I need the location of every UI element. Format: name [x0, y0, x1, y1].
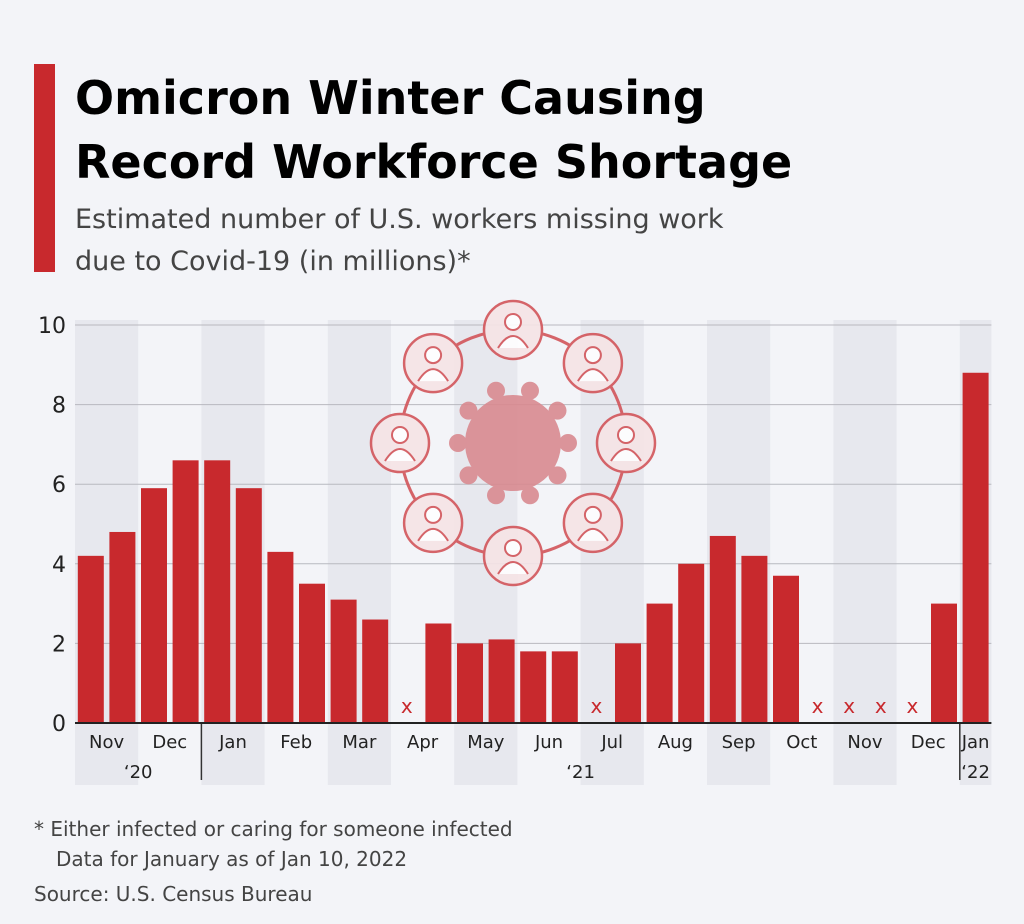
chart-subtitle: due to Covid-19 (in millions)* [75, 246, 471, 277]
x-tick-label: Sep [722, 732, 756, 753]
bar [425, 623, 452, 723]
x-tick-label: Jan [218, 732, 247, 753]
missing-marker: x [906, 694, 918, 718]
footnote: * Either infected or caring for someone … [34, 817, 513, 841]
x-tick-label: Apr [407, 732, 439, 753]
y-tick-label: 8 [52, 394, 66, 419]
person-body [577, 527, 609, 542]
x-tick-label: Nov [89, 732, 124, 753]
virus [465, 395, 561, 491]
person-head [504, 313, 522, 331]
month-band [833, 320, 897, 785]
bar [646, 603, 673, 723]
bar [741, 555, 768, 723]
person-body [577, 368, 609, 382]
missing-marker: x [843, 694, 855, 718]
missing-marker: x [590, 694, 602, 718]
x-tick-label: May [467, 732, 505, 753]
bar [457, 643, 483, 723]
year-label: ‘22 [961, 762, 990, 783]
x-tick-label: Feb [280, 732, 312, 753]
person-head [391, 426, 409, 444]
title-accent [34, 64, 55, 272]
person-body [610, 448, 642, 462]
bar [235, 488, 262, 723]
x-tick-label: Aug [658, 732, 693, 753]
virus-spike [459, 401, 478, 420]
bar [141, 488, 167, 723]
bar [551, 651, 578, 723]
x-tick-label: Nov [847, 732, 882, 753]
x-tick-label: Mar [342, 732, 377, 753]
virus-spike [520, 486, 539, 505]
bar [362, 619, 389, 723]
source: Source: U.S. Census Bureau [34, 882, 312, 906]
plot: Nov Dec Jan Feb Mar Apr May Jun Jul Aug Sep Oct Nov D… [38, 314, 992, 783]
x-tick-label: Dec [911, 732, 946, 753]
bar [488, 639, 515, 723]
bar [678, 563, 705, 723]
chart-title: Omicron Winter Causing [75, 71, 706, 125]
person-body [417, 368, 449, 382]
x-tick-label: Dec [152, 732, 187, 753]
bar [931, 603, 957, 723]
virus-spike [487, 381, 506, 400]
illustration [369, 299, 657, 587]
chart-title: Record Workforce Shortage [75, 135, 792, 189]
y-tick-label: 0 [52, 712, 66, 737]
x-tick-label: Jun [534, 732, 563, 753]
x-tick-label: Oct [786, 732, 817, 753]
chart-subtitle: Estimated number of U.S. workers missing… [75, 204, 724, 235]
bar [709, 535, 736, 723]
bar [330, 599, 357, 723]
bar [615, 643, 641, 723]
virus-spike [449, 434, 467, 452]
year-label: ‘20 [124, 762, 153, 783]
bar [299, 583, 325, 723]
bar [267, 551, 294, 723]
person-head [424, 346, 443, 365]
virus-spike [459, 466, 478, 485]
footnote: Data for January as of Jan 10, 2022 [56, 847, 407, 871]
person-head [424, 505, 443, 524]
bar [773, 575, 799, 723]
virus-spike [548, 401, 567, 420]
y-tick-label: 4 [52, 553, 66, 578]
bar [109, 531, 136, 723]
person-head [583, 346, 602, 365]
person-body [417, 527, 449, 542]
bar [77, 555, 104, 723]
person-body [384, 448, 416, 462]
person-body [497, 561, 529, 575]
y-tick-label: 10 [38, 314, 66, 339]
x-tick-label: Jul [600, 732, 623, 753]
person-head [617, 426, 635, 444]
missing-marker: x [812, 694, 824, 718]
missing-marker: x [401, 694, 413, 718]
year-label: ‘21 [566, 762, 595, 783]
person-body [497, 335, 529, 349]
virus-spike [559, 434, 577, 452]
virus-spike [548, 466, 567, 485]
bar [172, 460, 199, 723]
y-tick-label: 2 [52, 632, 66, 657]
x-tick-label: Jan [961, 732, 990, 753]
person-head [504, 539, 522, 557]
bar [204, 460, 231, 723]
virus-spike [520, 381, 539, 400]
virus-spike [487, 486, 506, 505]
missing-marker: x [875, 694, 887, 718]
bar [962, 372, 989, 723]
person-head [583, 505, 602, 524]
bar [520, 651, 547, 723]
y-tick-label: 6 [52, 473, 66, 498]
